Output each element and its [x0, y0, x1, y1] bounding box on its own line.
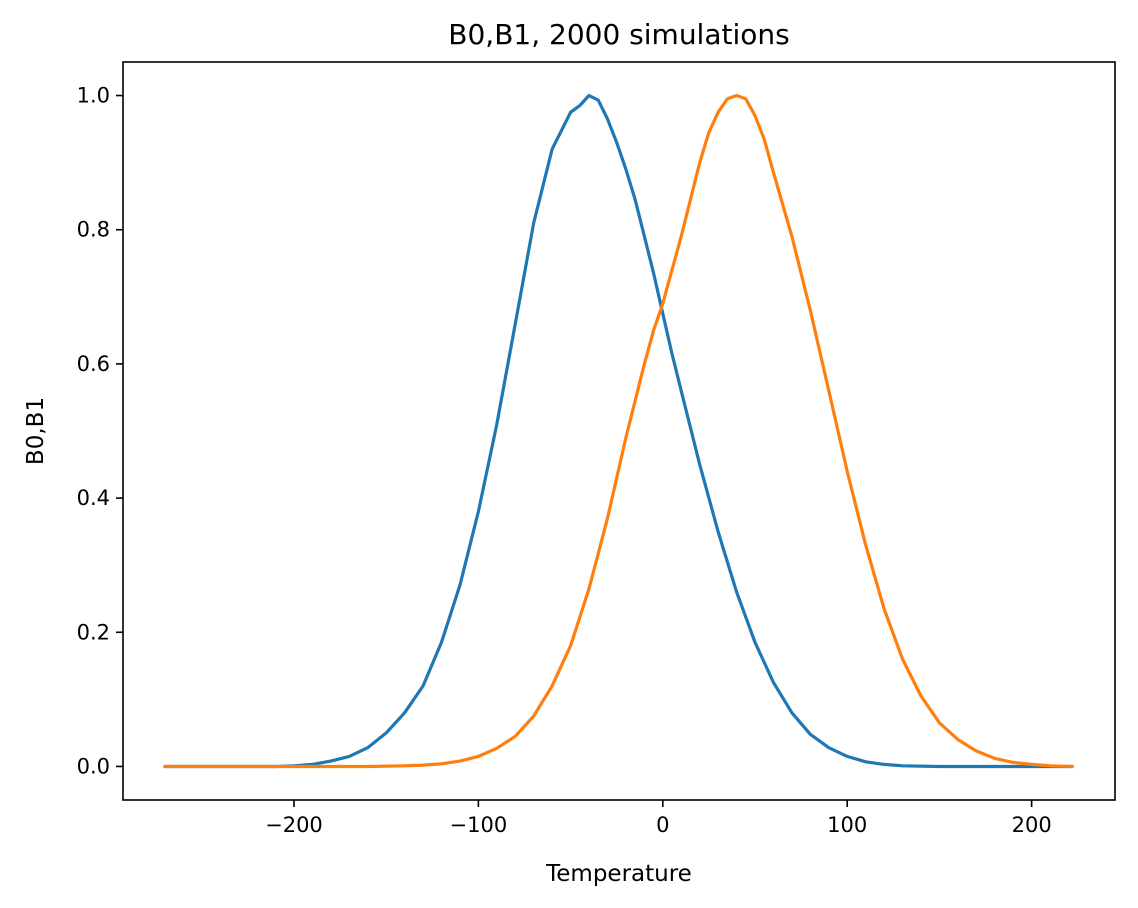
y-tick-label: 0.2: [77, 620, 110, 644]
x-axis-label: Temperature: [545, 861, 692, 887]
y-tick-label: 0.0: [77, 754, 110, 778]
x-tick-label: 100: [827, 813, 867, 837]
x-tick-label: −200: [265, 813, 323, 837]
y-tick-label: 0.6: [77, 352, 110, 376]
chart-title: B0,B1, 2000 simulations: [448, 18, 789, 51]
series-line-2: [163, 93, 1074, 769]
y-tick-label: 0.4: [77, 486, 110, 510]
y-axis: 0.0 0.2 0.4 0.6 0.8 1.0: [77, 84, 123, 778]
x-tick-label: −100: [450, 813, 508, 837]
x-tick-label: 200: [1012, 813, 1052, 837]
series-line-1: [163, 93, 1074, 769]
x-tick-label: 0: [656, 813, 669, 837]
x-axis: −200 −100 0 100 200: [265, 800, 1052, 837]
y-axis-label: B0,B1: [23, 397, 49, 465]
plot-frame: [122, 61, 1116, 801]
y-tick-label: 1.0: [77, 84, 110, 108]
series-layer: [163, 93, 1074, 769]
y-tick-label: 0.8: [77, 218, 110, 242]
